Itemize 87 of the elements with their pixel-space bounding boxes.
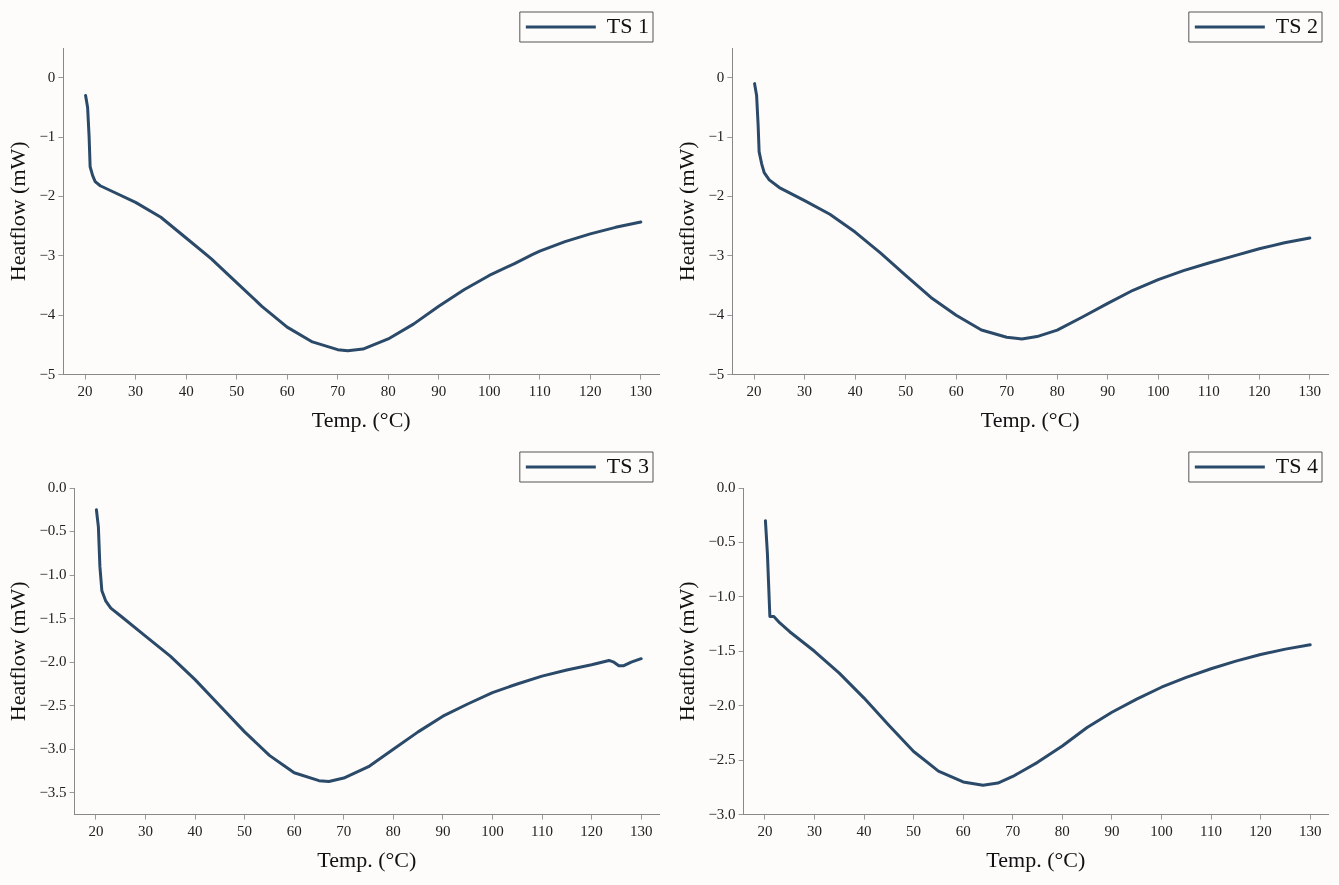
- x-tick-label: 100: [1150, 822, 1173, 839]
- y-tick-label: −5: [708, 365, 725, 382]
- y-tick-label: −4: [708, 306, 725, 323]
- x-tick-label: 110: [531, 822, 553, 839]
- y-tick-label: −1.0: [708, 587, 736, 604]
- y-tick-label: −5: [39, 365, 56, 382]
- y-tick-label: −3.5: [39, 783, 67, 800]
- y-tick-label: −3.0: [708, 805, 736, 822]
- x-tick-label: 70: [1005, 822, 1021, 839]
- x-tick-label: 60: [279, 382, 295, 399]
- x-tick-label: 60: [286, 822, 302, 839]
- x-tick-label: 30: [128, 382, 144, 399]
- x-tick-label: 40: [847, 382, 863, 399]
- x-tick-label: 40: [178, 382, 194, 399]
- x-tick-label: 20: [746, 382, 762, 399]
- x-tick-label: 80: [380, 382, 396, 399]
- y-tick-label: −0.5: [708, 533, 736, 550]
- legend-label: TS 3: [606, 452, 650, 478]
- y-tick-label: −2.5: [39, 696, 67, 713]
- x-axis-title: Temp. (°C): [311, 406, 411, 432]
- x-tick-label: 20: [757, 822, 773, 839]
- y-tick-label: −3: [39, 246, 56, 263]
- x-tick-label: 90: [435, 822, 451, 839]
- x-tick-label: 70: [999, 382, 1015, 399]
- y-tick-label: −0.5: [39, 522, 67, 539]
- y-tick-label: −3: [708, 246, 725, 263]
- legend-label: TS 1: [606, 12, 650, 38]
- y-tick-label: −1.0: [39, 566, 67, 583]
- x-axis-title: Temp. (°C): [986, 846, 1086, 872]
- x-tick-label: 110: [1197, 382, 1220, 399]
- x-tick-label: 80: [385, 822, 401, 839]
- x-tick-label: 120: [579, 382, 602, 399]
- x-tick-label: 120: [1249, 822, 1272, 839]
- x-tick-label: 70: [330, 382, 346, 399]
- y-tick-label: −1.5: [39, 609, 67, 626]
- y-tick-label: −1: [708, 128, 725, 145]
- x-tick-label: 30: [137, 822, 153, 839]
- x-tick-label: 60: [955, 822, 971, 839]
- x-tick-label: 40: [856, 822, 872, 839]
- x-tick-label: 110: [528, 382, 551, 399]
- x-tick-label: 90: [431, 382, 447, 399]
- x-tick-label: 30: [797, 382, 813, 399]
- y-tick-label: 0: [47, 68, 56, 85]
- y-tick-label: −2: [39, 187, 56, 204]
- x-tick-label: 50: [229, 382, 245, 399]
- x-tick-label: 130: [629, 822, 653, 839]
- y-tick-label: 0.0: [716, 478, 736, 495]
- x-tick-label: 40: [187, 822, 203, 839]
- x-axis-title: Temp. (°C): [980, 406, 1080, 432]
- y-axis-title: Heatflow (mW): [4, 141, 30, 282]
- x-tick-label: 130: [1298, 382, 1322, 399]
- x-tick-label: 50: [237, 822, 253, 839]
- x-tick-label: 100: [478, 382, 501, 399]
- x-tick-label: 100: [481, 822, 504, 839]
- x-tick-label: 90: [1100, 382, 1116, 399]
- y-tick-label: −3.0: [39, 740, 67, 757]
- x-tick-label: 130: [629, 382, 653, 399]
- x-tick-label: 120: [580, 822, 603, 839]
- y-tick-label: −2.0: [39, 653, 67, 670]
- y-tick-label: −2.5: [708, 751, 736, 768]
- x-tick-label: 80: [1049, 382, 1065, 399]
- y-tick-label: −1: [39, 128, 56, 145]
- y-tick-label: −2.0: [708, 696, 736, 713]
- x-tick-label: 30: [806, 822, 822, 839]
- x-tick-label: 100: [1147, 382, 1170, 399]
- x-axis-title: Temp. (°C): [317, 846, 417, 872]
- x-tick-label: 70: [336, 822, 352, 839]
- x-tick-label: 50: [898, 382, 914, 399]
- y-tick-label: −2: [708, 187, 725, 204]
- x-tick-label: 60: [948, 382, 964, 399]
- x-tick-label: 130: [1298, 822, 1322, 839]
- y-tick-label: −4: [39, 306, 56, 323]
- x-tick-label: 80: [1054, 822, 1070, 839]
- x-tick-label: 20: [77, 382, 93, 399]
- y-axis-title: Heatflow (mW): [673, 141, 699, 282]
- x-tick-label: 90: [1104, 822, 1120, 839]
- x-tick-label: 50: [906, 822, 922, 839]
- y-tick-label: 0: [716, 68, 725, 85]
- x-tick-label: 20: [88, 822, 104, 839]
- y-axis-title: Heatflow (mW): [673, 581, 699, 722]
- y-tick-label: −1.5: [708, 642, 736, 659]
- y-axis-title: Heatflow (mW): [4, 581, 30, 722]
- y-tick-label: 0.0: [47, 478, 67, 495]
- x-tick-label: 110: [1200, 822, 1222, 839]
- legend-label: TS 4: [1275, 452, 1319, 478]
- x-tick-label: 120: [1248, 382, 1271, 399]
- legend-label: TS 2: [1275, 12, 1319, 38]
